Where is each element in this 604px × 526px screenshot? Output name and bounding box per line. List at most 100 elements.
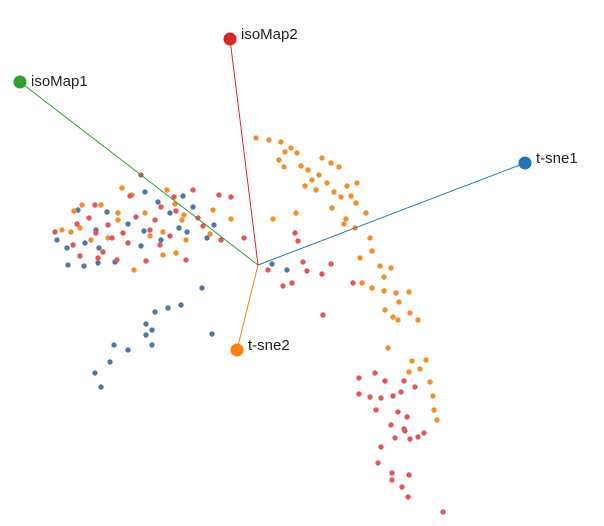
point-orange-13: [316, 172, 322, 178]
point-orange-68: [88, 237, 94, 243]
point-orange-35: [359, 280, 365, 286]
point-red-59: [375, 460, 381, 466]
point-orange-17: [313, 187, 319, 193]
point-blue-31: [143, 332, 149, 338]
point-orange-72: [160, 252, 166, 258]
point-orange-73: [147, 233, 153, 239]
point-blue-33: [125, 347, 131, 353]
point-red-13: [93, 230, 99, 236]
point-red-20: [171, 194, 177, 200]
axis-label-isoMap1: isoMap1: [31, 73, 88, 90]
point-orange-25: [343, 216, 349, 222]
axis-label-t-sne1: t-sne1: [536, 150, 578, 167]
point-orange-15: [309, 177, 315, 183]
point-blue-14: [82, 240, 88, 246]
point-red-29: [295, 238, 301, 244]
point-red-54: [415, 434, 421, 440]
point-orange-37: [381, 288, 387, 294]
point-orange-34: [381, 274, 387, 280]
point-red-35: [328, 261, 334, 267]
point-red-5: [105, 222, 111, 228]
point-red-16: [77, 253, 83, 259]
point-blue-15: [96, 245, 102, 251]
point-orange-10: [319, 155, 325, 161]
point-orange-16: [302, 183, 308, 189]
point-red-57: [401, 378, 407, 384]
point-blue-13: [54, 237, 60, 243]
axis-line-t-sne1: [257, 162, 526, 266]
point-red-40: [372, 370, 378, 376]
point-orange-51: [430, 393, 436, 399]
point-red-64: [405, 494, 411, 500]
point-blue-7: [125, 221, 131, 227]
point-orange-8: [305, 167, 311, 173]
point-blue-28: [165, 305, 171, 311]
axis-handle-t-sne1[interactable]: [518, 156, 532, 170]
point-blue-1: [180, 193, 186, 199]
point-red-28: [300, 259, 306, 265]
point-blue-26: [199, 285, 205, 291]
point-red-23: [228, 194, 234, 200]
point-orange-22: [348, 193, 354, 199]
point-red-67: [158, 204, 164, 210]
point-blue-32: [149, 342, 155, 348]
point-orange-42: [390, 314, 396, 320]
point-orange-74: [77, 225, 83, 231]
point-red-15: [52, 229, 58, 235]
point-orange-59: [228, 216, 234, 222]
point-red-18: [100, 249, 106, 255]
point-blue-3: [190, 204, 196, 210]
point-orange-78: [179, 217, 185, 223]
point-orange-47: [409, 358, 415, 364]
axis-handle-isoMap1[interactable]: [13, 75, 27, 89]
point-blue-22: [65, 262, 71, 268]
point-orange-7: [281, 164, 287, 170]
point-blue-24: [269, 261, 275, 267]
point-orange-21: [344, 183, 350, 189]
point-orange-53: [434, 417, 440, 423]
point-red-1: [127, 193, 133, 199]
point-blue-29: [152, 309, 158, 315]
point-red-8: [152, 217, 158, 223]
point-orange-14: [324, 180, 330, 186]
point-red-39: [356, 391, 362, 397]
point-orange-80: [131, 267, 137, 273]
point-blue-25: [284, 267, 290, 273]
point-orange-65: [71, 208, 77, 214]
point-red-22: [216, 192, 222, 198]
axis-handle-t-sne2[interactable]: [230, 343, 244, 357]
point-red-17: [95, 255, 101, 261]
point-red-19: [114, 257, 120, 263]
point-blue-4: [167, 210, 173, 216]
point-red-34: [319, 271, 325, 277]
point-red-31: [280, 283, 286, 289]
point-orange-36: [369, 285, 375, 291]
point-orange-45: [415, 317, 421, 323]
axis-handle-isoMap2[interactable]: [223, 32, 237, 46]
point-orange-60: [119, 185, 125, 191]
point-orange-79: [142, 210, 148, 216]
point-orange-1: [266, 137, 272, 143]
point-red-37: [320, 312, 326, 318]
point-orange-12: [336, 164, 342, 170]
point-orange-50: [427, 379, 433, 385]
point-orange-81: [181, 212, 187, 218]
point-orange-57: [210, 207, 216, 213]
point-blue-21: [81, 263, 87, 269]
point-orange-75: [115, 210, 121, 216]
point-orange-55: [293, 210, 299, 216]
point-blue-27: [178, 302, 184, 308]
point-red-12: [109, 235, 115, 241]
point-orange-26: [341, 221, 347, 227]
point-orange-67: [105, 235, 111, 241]
point-orange-4: [282, 149, 288, 155]
point-red-38: [356, 375, 362, 381]
point-orange-6: [276, 157, 282, 163]
point-orange-29: [367, 235, 373, 241]
point-red-42: [367, 394, 373, 400]
point-blue-0: [142, 189, 148, 195]
point-blue-35: [92, 370, 98, 376]
point-red-32: [265, 267, 271, 273]
point-red-6: [120, 230, 126, 236]
